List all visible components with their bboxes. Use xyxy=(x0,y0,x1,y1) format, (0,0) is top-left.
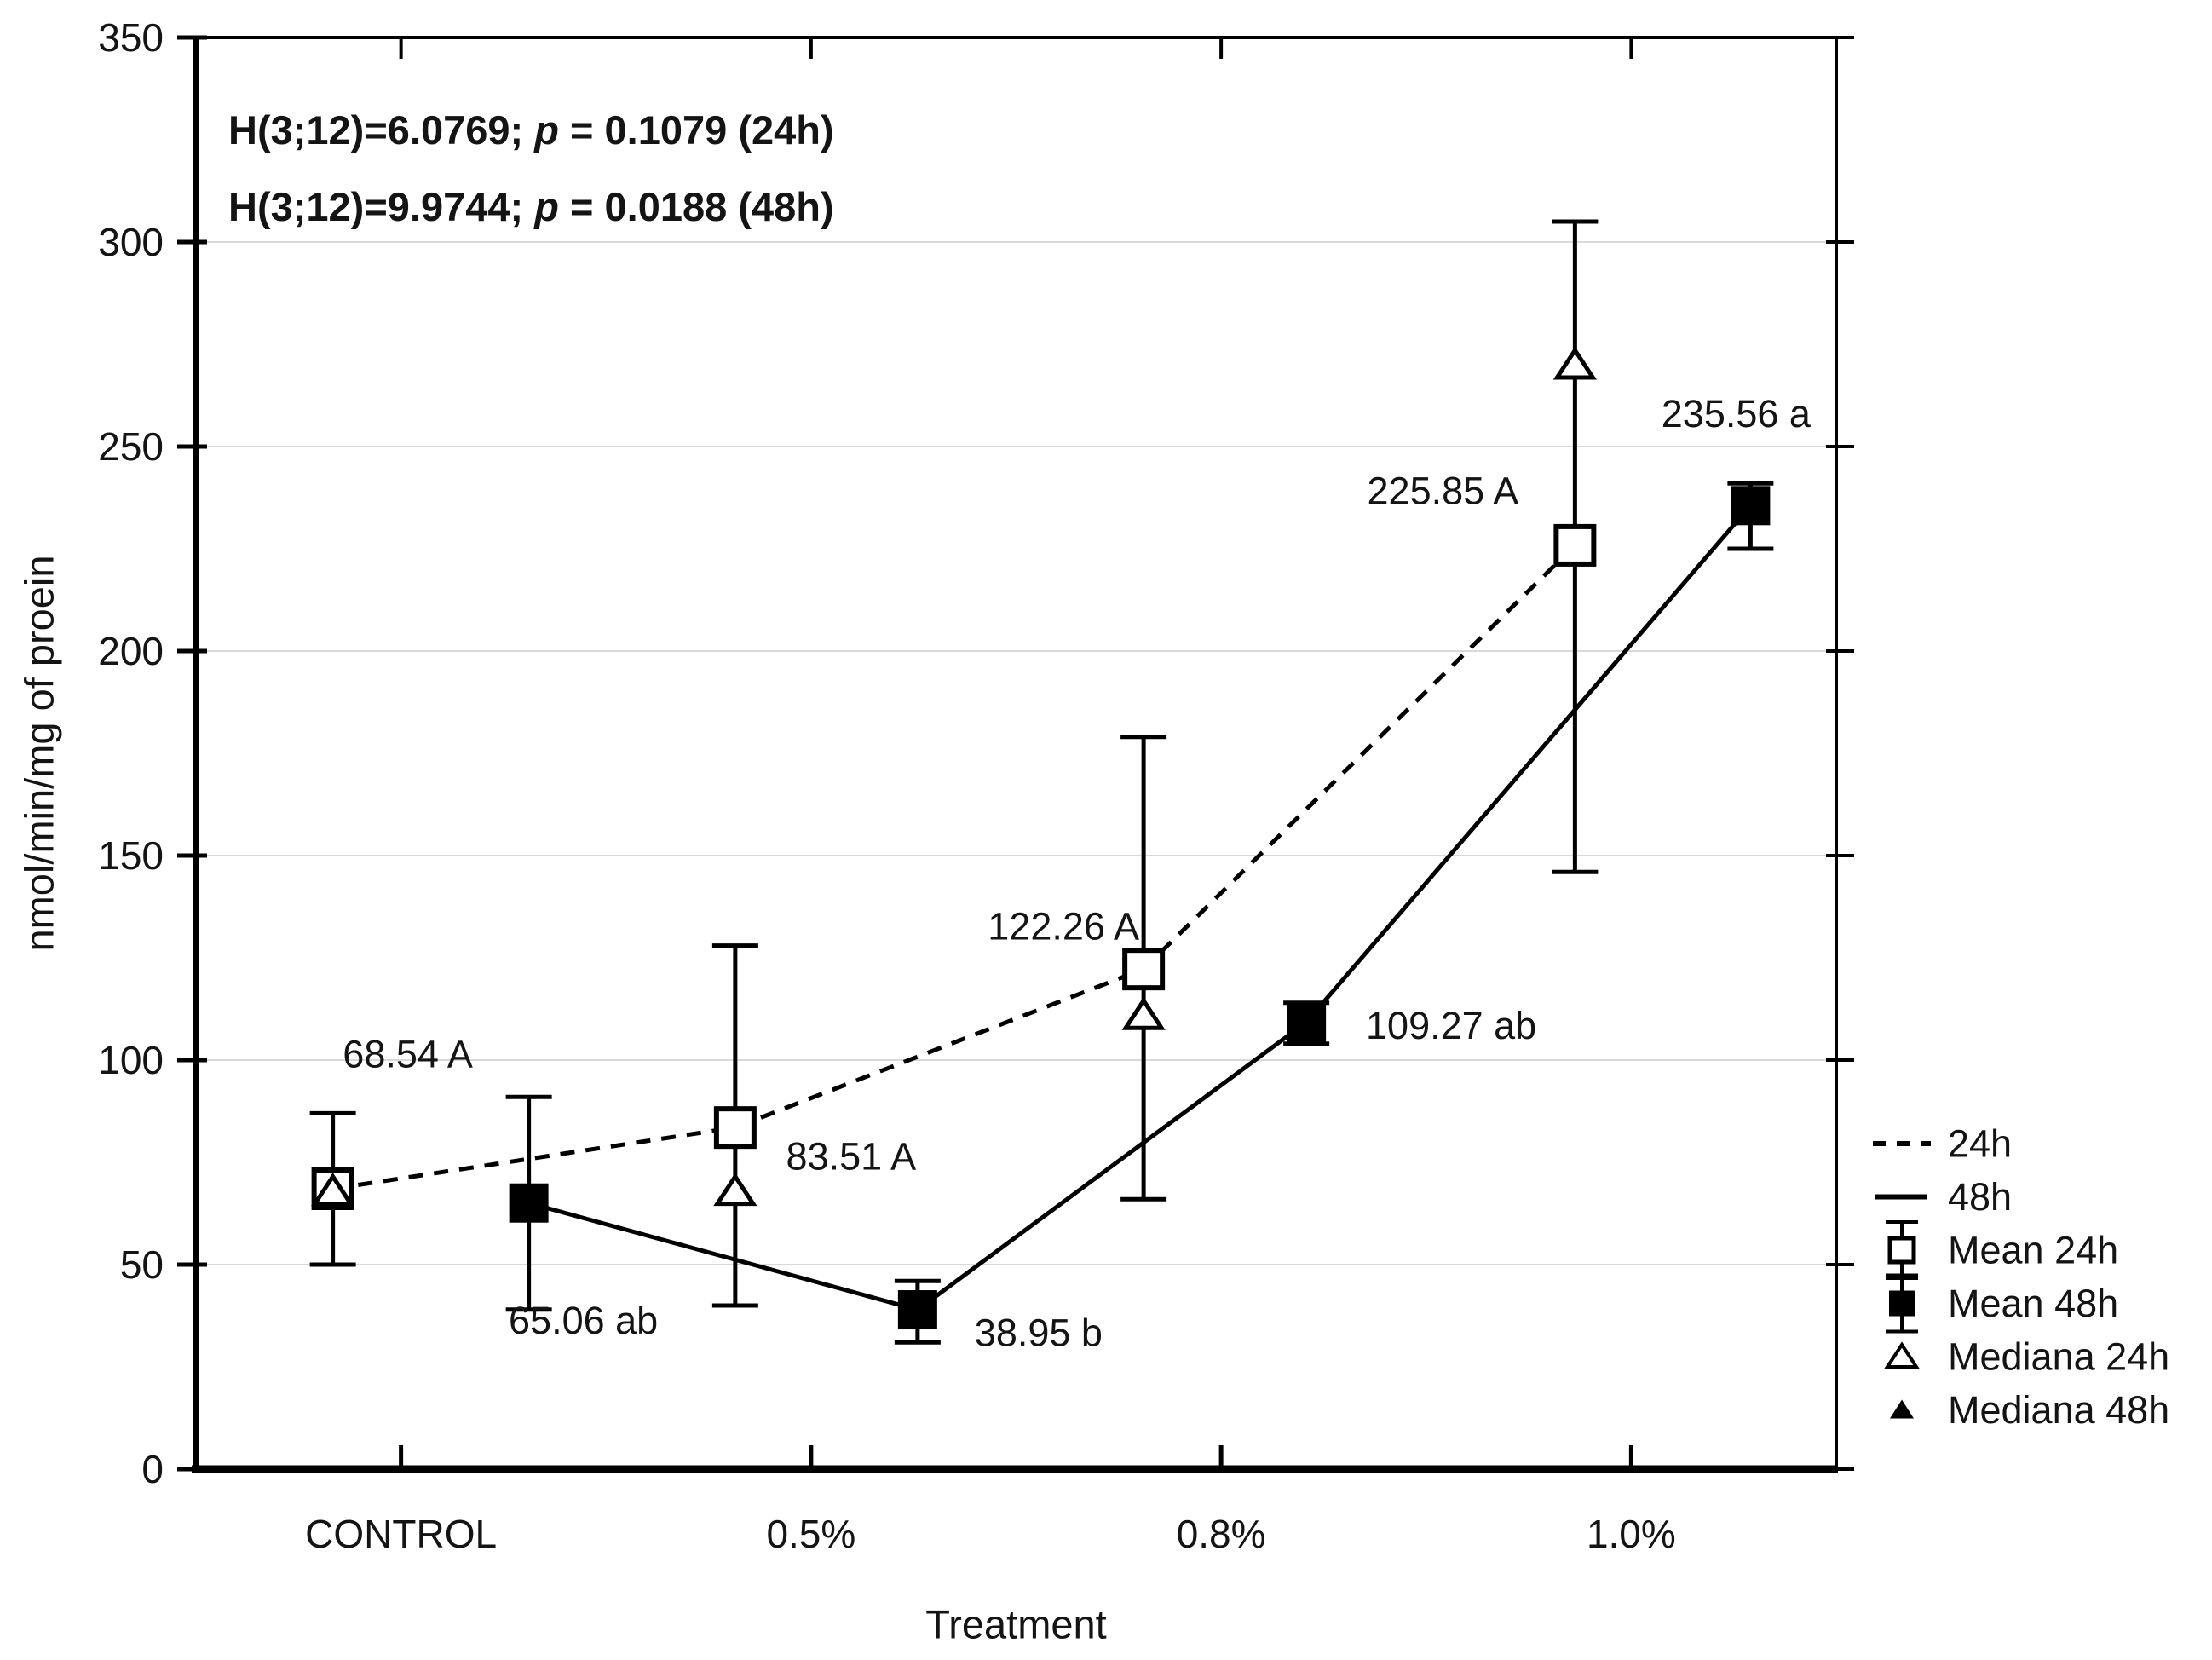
marker-median-48h xyxy=(902,1297,932,1320)
legend-label: 24h xyxy=(1948,1122,2012,1166)
series-line-24h xyxy=(332,544,1577,1191)
marker-median-24h xyxy=(713,1173,757,1207)
marker-median-24h xyxy=(1121,996,1166,1030)
marker-mean-24h xyxy=(713,1106,757,1150)
x-tick-label: 0.8% xyxy=(1177,1512,1266,1556)
legend-item: 48h xyxy=(1875,1175,2012,1219)
data-label-48h: 109.27 ab xyxy=(1366,1004,1536,1047)
legend-item: Mean 24h xyxy=(1886,1220,2118,1280)
legend-item: Mean 48h xyxy=(1886,1273,2118,1334)
legend-label: 48h xyxy=(1948,1175,2012,1219)
data-label-48h: 65.06 ab xyxy=(509,1299,658,1342)
x-axis-title: Treatment xyxy=(925,1602,1106,1647)
y-axis-title: nmol/min/mg of proein xyxy=(17,556,62,952)
data-label-24h: 225.85 A xyxy=(1368,469,1519,512)
data-label-24h: 83.51 A xyxy=(786,1135,917,1179)
y-tick-label: 300 xyxy=(98,220,164,264)
marker-mean-24h xyxy=(1122,948,1166,991)
legend-filled-square-icon xyxy=(1889,1290,1915,1317)
legend-open-square-icon xyxy=(1887,1236,1916,1265)
data-label-48h: 235.56 a xyxy=(1662,392,1812,435)
data-label-24h: 122.26 A xyxy=(988,905,1139,948)
y-tick-label: 200 xyxy=(98,629,164,673)
legend-label: Mean 48h xyxy=(1948,1282,2118,1325)
marker-median-48h xyxy=(1292,1011,1322,1034)
legend-item: 24h xyxy=(1873,1122,2012,1166)
legend-label: Mediana 48h xyxy=(1948,1388,2169,1432)
marker-median-48h xyxy=(1736,492,1766,515)
x-tick-label: 0.5% xyxy=(766,1512,855,1556)
y-tick-label: 0 xyxy=(141,1447,164,1491)
data-label-48h: 38.95 b xyxy=(975,1311,1103,1355)
y-tick-label: 350 xyxy=(98,15,164,60)
marker-median-48h xyxy=(514,1191,544,1213)
y-tick-label: 100 xyxy=(98,1038,164,1082)
y-tick-label: 250 xyxy=(98,424,164,469)
legend-filled-triangle-icon xyxy=(1890,1399,1914,1419)
legend-label: Mediana 24h xyxy=(1948,1335,2169,1379)
legend-label: Mean 24h xyxy=(1948,1229,2118,1272)
y-tick-label: 150 xyxy=(98,833,164,878)
legend-item: Mediana 48h xyxy=(1890,1388,2169,1432)
x-tick-label: 1.0% xyxy=(1587,1512,1676,1556)
stats-annotation-line: H(3;12)=6.0769; p = 0.1079 (24h) xyxy=(228,107,834,153)
series-line-48h xyxy=(527,504,1753,1312)
y-tick-label: 50 xyxy=(120,1242,164,1287)
marker-mean-24h xyxy=(1553,523,1597,567)
stats-annotation-line: H(3;12)=9.9744; p = 0.0188 (48h) xyxy=(228,184,834,229)
legend-open-triangle-icon xyxy=(1884,1341,1920,1369)
marker-median-24h xyxy=(310,1173,355,1207)
legend-item: Mediana 24h xyxy=(1884,1335,2169,1379)
x-tick-label: CONTROL xyxy=(305,1512,497,1556)
data-label-24h: 68.54 A xyxy=(343,1033,473,1076)
marker-median-24h xyxy=(1552,346,1598,380)
